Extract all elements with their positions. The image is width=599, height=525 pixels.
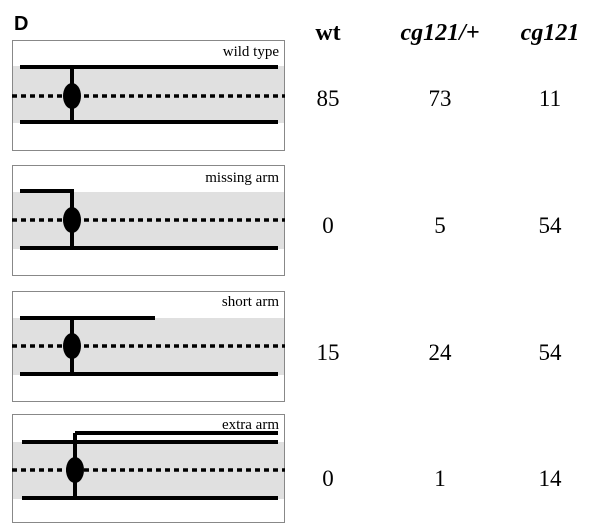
count: 85 [317, 86, 340, 111]
count: 0 [322, 466, 334, 491]
count: 5 [434, 213, 446, 238]
figure: D wt cg121/+ cg121 wild type missing arm… [0, 0, 599, 525]
panel-label: D [14, 13, 28, 35]
column-header: cg121 [521, 20, 580, 46]
row-label: short arm [222, 294, 279, 310]
count: 73 [429, 86, 452, 111]
count: 14 [539, 466, 563, 491]
count: 24 [429, 340, 453, 365]
row-label: missing arm [205, 170, 279, 186]
count: 0 [322, 213, 334, 238]
row-label: wild type [223, 44, 280, 60]
count: 54 [539, 340, 563, 365]
column-header: wt [315, 20, 340, 46]
count: 15 [317, 340, 340, 365]
count: 54 [539, 213, 563, 238]
count: 11 [539, 86, 561, 111]
count: 1 [434, 466, 446, 491]
row-label: extra arm [222, 417, 279, 433]
column-header: cg121/+ [401, 20, 480, 46]
